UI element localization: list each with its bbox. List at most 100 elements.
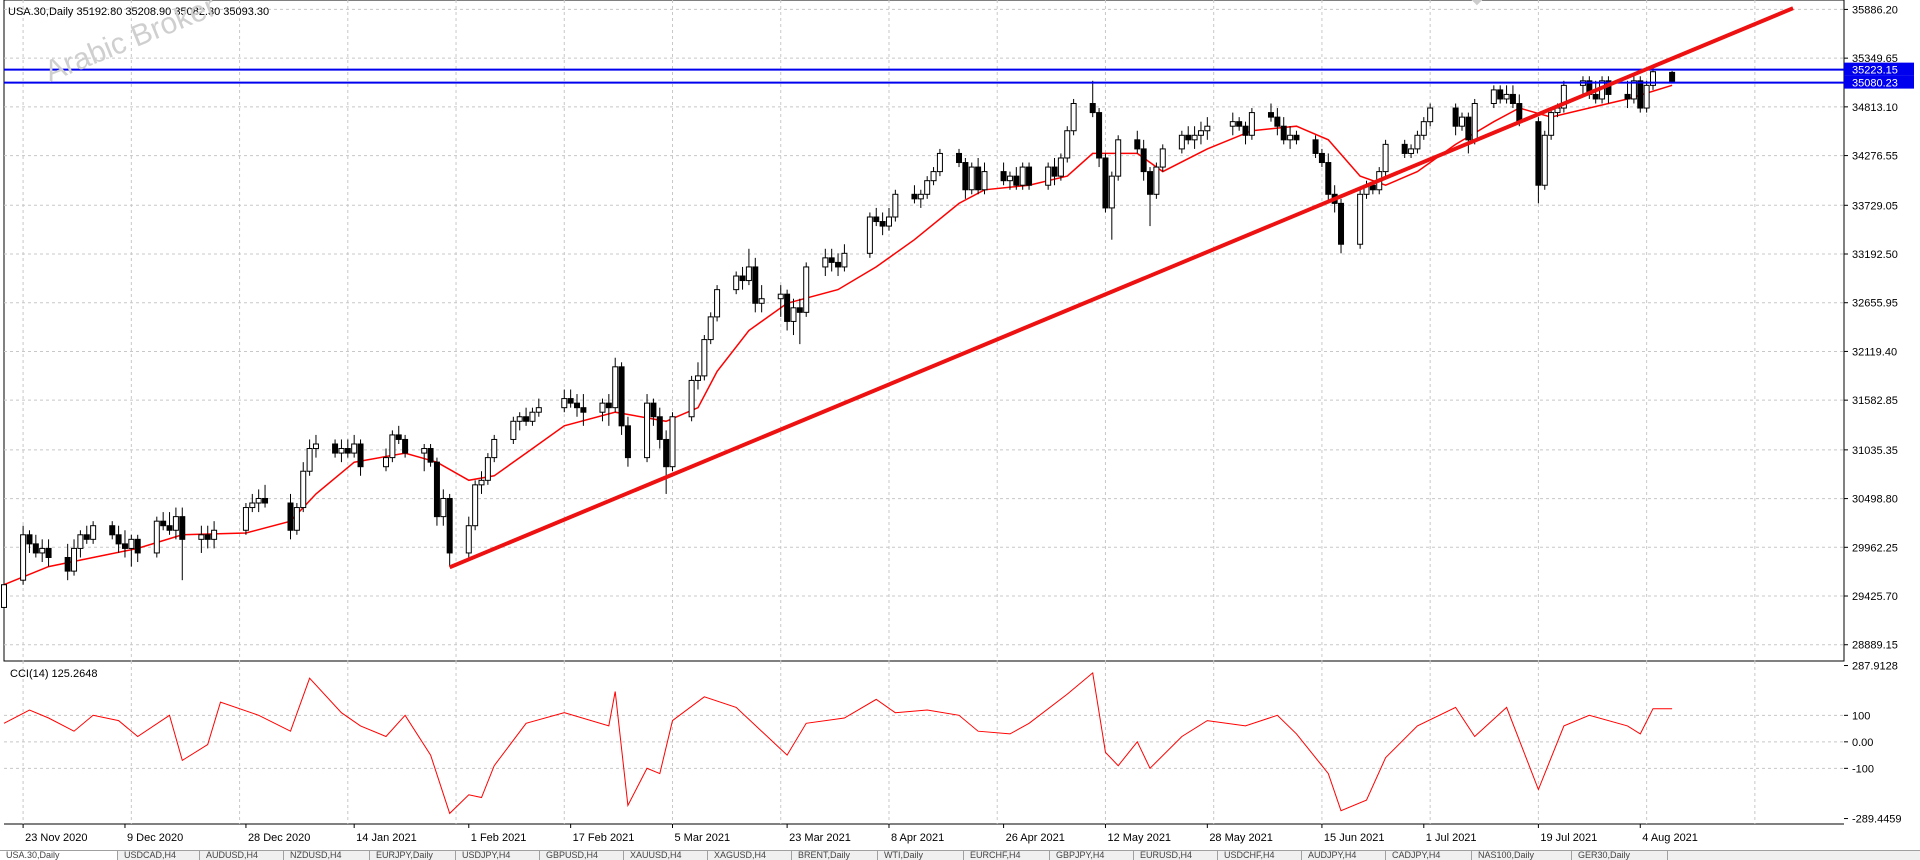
candle-body <box>465 525 472 554</box>
price-label: 35223.15 <box>1852 65 1898 77</box>
tab-cadjpy-h4[interactable]: CADJPY,H4 <box>1386 851 1472 860</box>
candle-body <box>529 411 536 422</box>
candle-body <box>1649 71 1656 86</box>
candle-body <box>83 534 90 540</box>
candle-body <box>1153 166 1160 195</box>
tab-usdchf-h4[interactable]: USDCHF,H4 <box>1218 851 1302 860</box>
tab-usdcad-h4[interactable]: USDCAD,H4 <box>118 851 200 860</box>
candle-body <box>1312 139 1319 154</box>
candle-body <box>45 547 52 558</box>
candle-body <box>166 525 173 531</box>
tab-eurusd-h4[interactable]: EURUSD,H4 <box>1134 851 1218 860</box>
tab-nas100-daily[interactable]: NAS100,Daily <box>1472 851 1572 860</box>
candle-body <box>612 366 619 409</box>
candle-body <box>1490 89 1497 105</box>
candle-body <box>1624 93 1631 100</box>
cci-y-tick-label: -100 <box>1852 763 1874 775</box>
x-tick-label: 12 May 2021 <box>1107 832 1171 844</box>
candle-body <box>1414 134 1421 150</box>
candle-body <box>1229 121 1236 127</box>
candle-body <box>446 497 453 554</box>
tab-wti-daily[interactable]: WTI,Daily <box>878 851 964 860</box>
candle-body <box>64 556 71 572</box>
tab-xagusd-h4[interactable]: XAGUSD,H4 <box>708 851 792 860</box>
candle-body <box>293 507 300 531</box>
candle-body <box>599 402 606 413</box>
price-label: 35080.23 <box>1852 78 1898 90</box>
candle-body <box>879 221 886 227</box>
cci-y-tick-label: 100 <box>1852 710 1870 722</box>
candle-body <box>1191 134 1198 141</box>
tab-gbpusd-h4[interactable]: GBPUSD,H4 <box>540 851 624 860</box>
candle-body <box>656 416 663 440</box>
tab-usdjpy-h4[interactable]: USDJPY,H4 <box>456 851 540 860</box>
candle-body <box>1401 143 1408 154</box>
candle-body <box>427 448 434 463</box>
trendline-group[interactable] <box>448 6 1794 570</box>
tab-xauusd-h4[interactable]: XAUUSD,H4 <box>624 851 708 860</box>
ma-line <box>3 84 1673 586</box>
candle-body <box>663 438 670 468</box>
candle-body <box>128 538 135 549</box>
candle-body <box>402 438 409 454</box>
candle-body <box>1643 84 1650 109</box>
tab-ger30-daily[interactable]: GER30,Daily <box>1572 851 1668 860</box>
tab-gbpjpy-h4[interactable]: GBPJPY,H4 <box>1050 851 1134 860</box>
candle-body <box>1280 125 1287 141</box>
candle-body <box>777 293 784 300</box>
y-tick-label: 33729.05 <box>1852 200 1898 212</box>
cci-y-tick-label: 0.00 <box>1852 737 1873 749</box>
tab-audjpy-h4[interactable]: AUDJPY,H4 <box>1302 851 1386 860</box>
candle-body <box>644 402 651 459</box>
candle-body <box>90 525 97 540</box>
candle-body <box>440 497 447 518</box>
candle-body <box>351 443 358 454</box>
candle-body <box>211 529 218 540</box>
tab-usa-30-daily[interactable]: USA.30,Daily <box>0 851 118 860</box>
candle-body <box>1427 107 1434 123</box>
candle-body <box>332 443 339 454</box>
candle-body <box>306 448 313 472</box>
candle-body <box>478 479 485 486</box>
tab-nzdusd-h4[interactable]: NZDUSD,H4 <box>284 851 370 860</box>
candle-body <box>841 252 848 268</box>
candle-body <box>255 497 262 504</box>
candle-body <box>574 402 581 409</box>
candle-body <box>1318 152 1325 164</box>
candle-body <box>71 547 78 572</box>
candle-body <box>1178 134 1185 150</box>
candles <box>1 67 1676 622</box>
candle-body <box>249 502 256 509</box>
tab-brent-daily[interactable]: BRENT,Daily <box>792 851 878 860</box>
y-tick-label: 31582.85 <box>1852 395 1898 407</box>
candle-body <box>383 457 390 468</box>
candle-body <box>1159 148 1166 168</box>
candle-body <box>300 470 307 509</box>
trendline <box>448 6 1794 570</box>
candle-body <box>160 520 167 527</box>
candle-body <box>389 434 396 459</box>
candle-body <box>172 516 179 531</box>
candle-body <box>1509 93 1516 105</box>
candle-body <box>1560 84 1567 109</box>
candle-body <box>1057 157 1064 177</box>
candle-body <box>179 516 186 540</box>
candle-body <box>1338 202 1345 245</box>
candle-body <box>733 275 740 291</box>
tab-audusd-h4[interactable]: AUDUSD,H4 <box>200 851 284 860</box>
candle-body <box>561 398 568 409</box>
candle-body <box>803 266 810 313</box>
candle-body <box>1108 175 1115 209</box>
y-tick-label: 30498.80 <box>1852 494 1898 506</box>
x-tick-label: 15 Jun 2021 <box>1324 832 1385 844</box>
cci-indicator <box>3 671 1673 815</box>
tab-eurjpy-daily[interactable]: EURJPY,Daily <box>370 851 456 860</box>
y-tick-label: 34813.10 <box>1852 102 1898 114</box>
candle-body <box>1185 134 1192 141</box>
candle-body <box>1102 157 1109 209</box>
tab-eurchf-h4[interactable]: EURCHF,H4 <box>964 851 1050 860</box>
candle-body <box>624 425 631 459</box>
